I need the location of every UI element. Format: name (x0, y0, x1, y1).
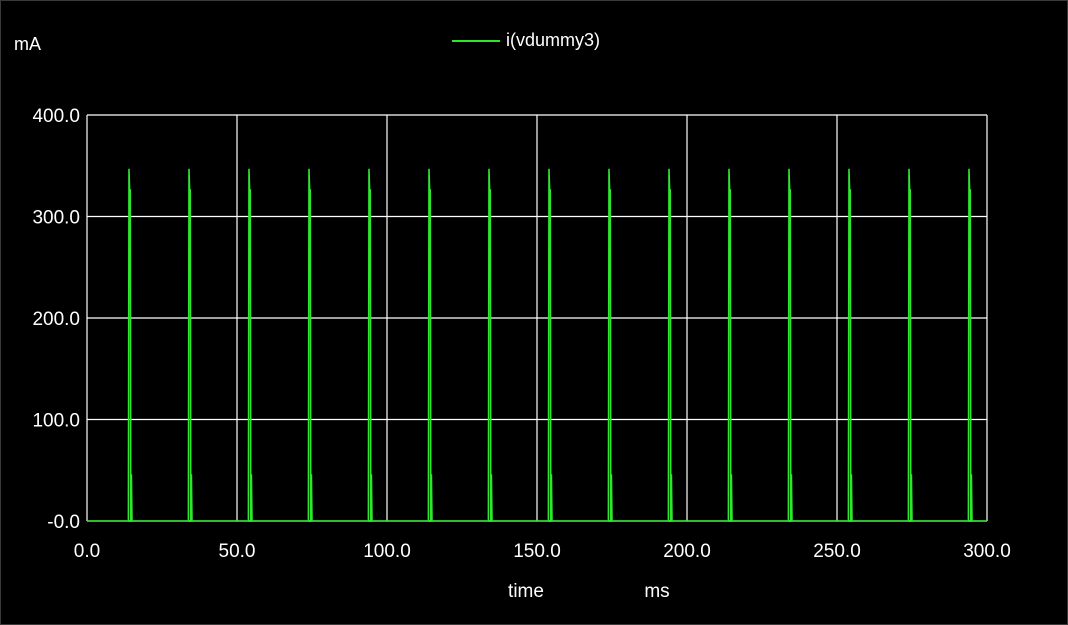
y-tick-label: 300.0 (32, 208, 80, 229)
x-tick-label: 100.0 (363, 541, 411, 562)
x-tick-label: 300.0 (963, 541, 1011, 562)
legend: i(vdummy3) (452, 30, 600, 51)
x-axis-label: time (508, 581, 544, 602)
x-tick-label: 250.0 (813, 541, 861, 562)
y-tick-label: 100.0 (32, 411, 80, 432)
y-tick-label: -0.0 (47, 512, 80, 533)
legend-label: i(vdummy3) (506, 30, 601, 50)
legend-swatch (452, 39, 500, 42)
y-tick-label: 400.0 (32, 106, 80, 127)
tick-labels: 0.0 50.0 100.0 150.0 200.0 250.0 300.0 -0.0 100.… (32, 106, 1010, 562)
x-tick-label: 0.0 (74, 541, 100, 562)
x-tick-label: 50.0 (219, 541, 256, 562)
x-tick-label: 200.0 (663, 541, 711, 562)
grid (86, 114, 988, 522)
y-unit-label: mA (14, 34, 41, 54)
series-line (87, 168, 987, 522)
x-tick-label: 150.0 (513, 541, 561, 562)
y-tick-label: 200.0 (32, 309, 80, 330)
series-layer (87, 168, 987, 522)
x-axis-unit: ms (644, 581, 669, 602)
